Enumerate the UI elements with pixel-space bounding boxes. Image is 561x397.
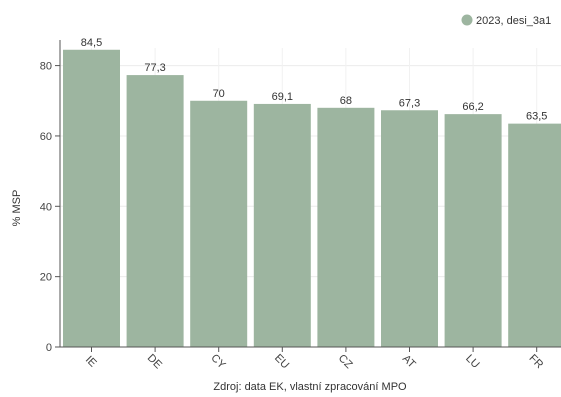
bar-cy[interactable]	[190, 100, 248, 347]
bar-eu[interactable]	[253, 103, 311, 347]
y-tick-label: 40	[40, 201, 52, 213]
data-label: 70	[213, 88, 225, 100]
bars	[63, 49, 561, 348]
data-label: 63,5	[526, 111, 547, 123]
x-tick-label: EU	[272, 352, 291, 371]
bar-fr[interactable]	[508, 123, 561, 347]
x-tick-label: LU	[463, 352, 481, 370]
x-tick-label: FR	[527, 352, 546, 371]
bar-de[interactable]	[126, 75, 184, 348]
bar-ie[interactable]	[63, 49, 120, 348]
y-tick-label: 60	[40, 131, 52, 143]
y-tick-label: 20	[40, 272, 52, 284]
x-tick-label: CZ	[336, 352, 355, 371]
data-label: 84,5	[81, 37, 102, 49]
y-axis-title: % MSP	[11, 190, 23, 227]
x-tick-label: IE	[83, 354, 99, 370]
data-label: 69,1	[272, 91, 293, 103]
x-tick-label: DE	[145, 352, 164, 371]
y-axis: 0 20 40 60 80	[40, 40, 61, 354]
data-label: 77,3	[144, 62, 165, 74]
x-tick-label: AT	[400, 353, 418, 371]
data-labels: 84,5 77,3 70 69,1 68 67,3 66,2 63,5	[81, 37, 548, 123]
y-tick-label: 0	[46, 342, 52, 354]
bar-at[interactable]	[381, 110, 438, 347]
legend-label[interactable]: 2023, desi_3a1	[476, 15, 551, 27]
x-axis-title: Zdroj: data EK, vlastní zpracování MPO	[213, 381, 407, 393]
x-axis: IE DE CY EU CZ AT LU FR	[60, 346, 561, 372]
x-tick-label: CY	[208, 352, 228, 372]
y-tick-label: 80	[40, 61, 52, 73]
legend-swatch[interactable]	[461, 14, 473, 26]
data-label: 68	[340, 95, 352, 107]
legend[interactable]: 2023, desi_3a1	[461, 14, 552, 28]
bar-lu[interactable]	[444, 114, 502, 347]
data-label: 66,2	[462, 101, 483, 113]
bar-cz[interactable]	[317, 107, 375, 347]
data-label: 67,3	[399, 97, 420, 109]
